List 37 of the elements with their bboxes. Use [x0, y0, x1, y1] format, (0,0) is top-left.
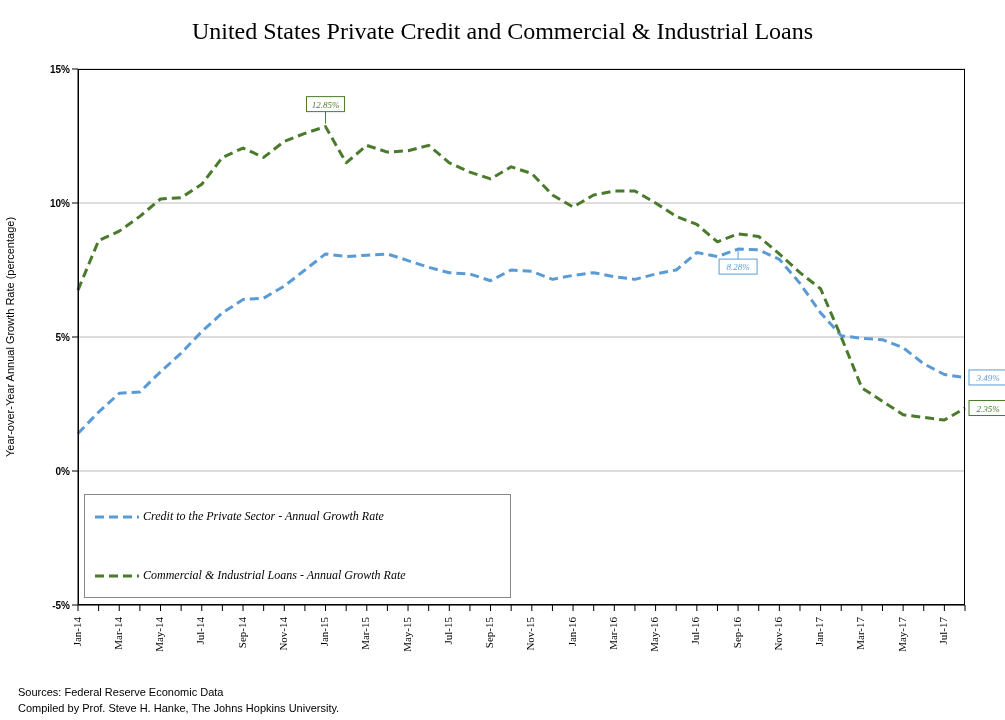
- data-label: 12.85%: [311, 99, 340, 110]
- data-label: 3.49%: [975, 372, 1000, 383]
- source-note: Sources: Federal Reserve Economic Data: [18, 685, 225, 700]
- x-tick-label: Jul-15: [441, 616, 454, 645]
- x-tick-label: Mar-14: [111, 616, 124, 650]
- x-tick-label: Jul-16: [689, 616, 702, 645]
- text: Compiled by Prof. Steve H. Hanke, The Johns Hopkins University.: [18, 701, 340, 716]
- x-tick-label: Mar-15: [359, 616, 372, 650]
- y-tick-label: -5%: [52, 599, 71, 611]
- x-tick-label: Jul-14: [194, 616, 207, 645]
- x-tick-label: May-17: [895, 616, 908, 652]
- x-tick-label: Jan-14: [70, 616, 83, 647]
- x-tick-label: Sep-15: [483, 616, 496, 649]
- x-tick-label: Jan-15: [318, 616, 331, 647]
- data-label: 2.35%: [976, 403, 1000, 414]
- x-tick-label: Jan-16: [565, 616, 578, 647]
- x-tick-label: Nov-15: [524, 616, 537, 651]
- data-label: 8.28%: [726, 262, 750, 273]
- x-tick-label: Jan-17: [813, 616, 826, 647]
- y-axis-title: Year-over-Year Annual Growth Rate (percentage): [4, 216, 17, 458]
- y-tick-label: 0%: [55, 465, 71, 477]
- x-tick-label: Sep-14: [235, 616, 248, 649]
- x-tick-label: May-14: [153, 616, 166, 652]
- chart-title: United States Private Credit and Commercial & Industrial Loans: [190, 18, 815, 45]
- legend-label: Commercial & Industrial Loans - Annual Growth Rate: [143, 568, 406, 583]
- x-tick-label: May-15: [400, 616, 413, 652]
- legend-label: Credit to the Private Sector - Annual Growth Rate: [143, 509, 384, 524]
- x-tick-label: Mar-16: [606, 616, 619, 650]
- x-tick-label: May-16: [648, 616, 661, 652]
- x-tick-label: Mar-17: [854, 616, 867, 650]
- x-tick-label: Nov-16: [771, 616, 784, 651]
- y-tick-label: 5%: [55, 331, 71, 343]
- y-tick-label: 15%: [49, 63, 71, 75]
- x-tick-label: Sep-16: [730, 616, 743, 649]
- y-tick-label: 10%: [49, 197, 71, 209]
- x-tick-label: Jul-17: [936, 616, 949, 645]
- x-tick-label: Nov-14: [276, 616, 289, 651]
